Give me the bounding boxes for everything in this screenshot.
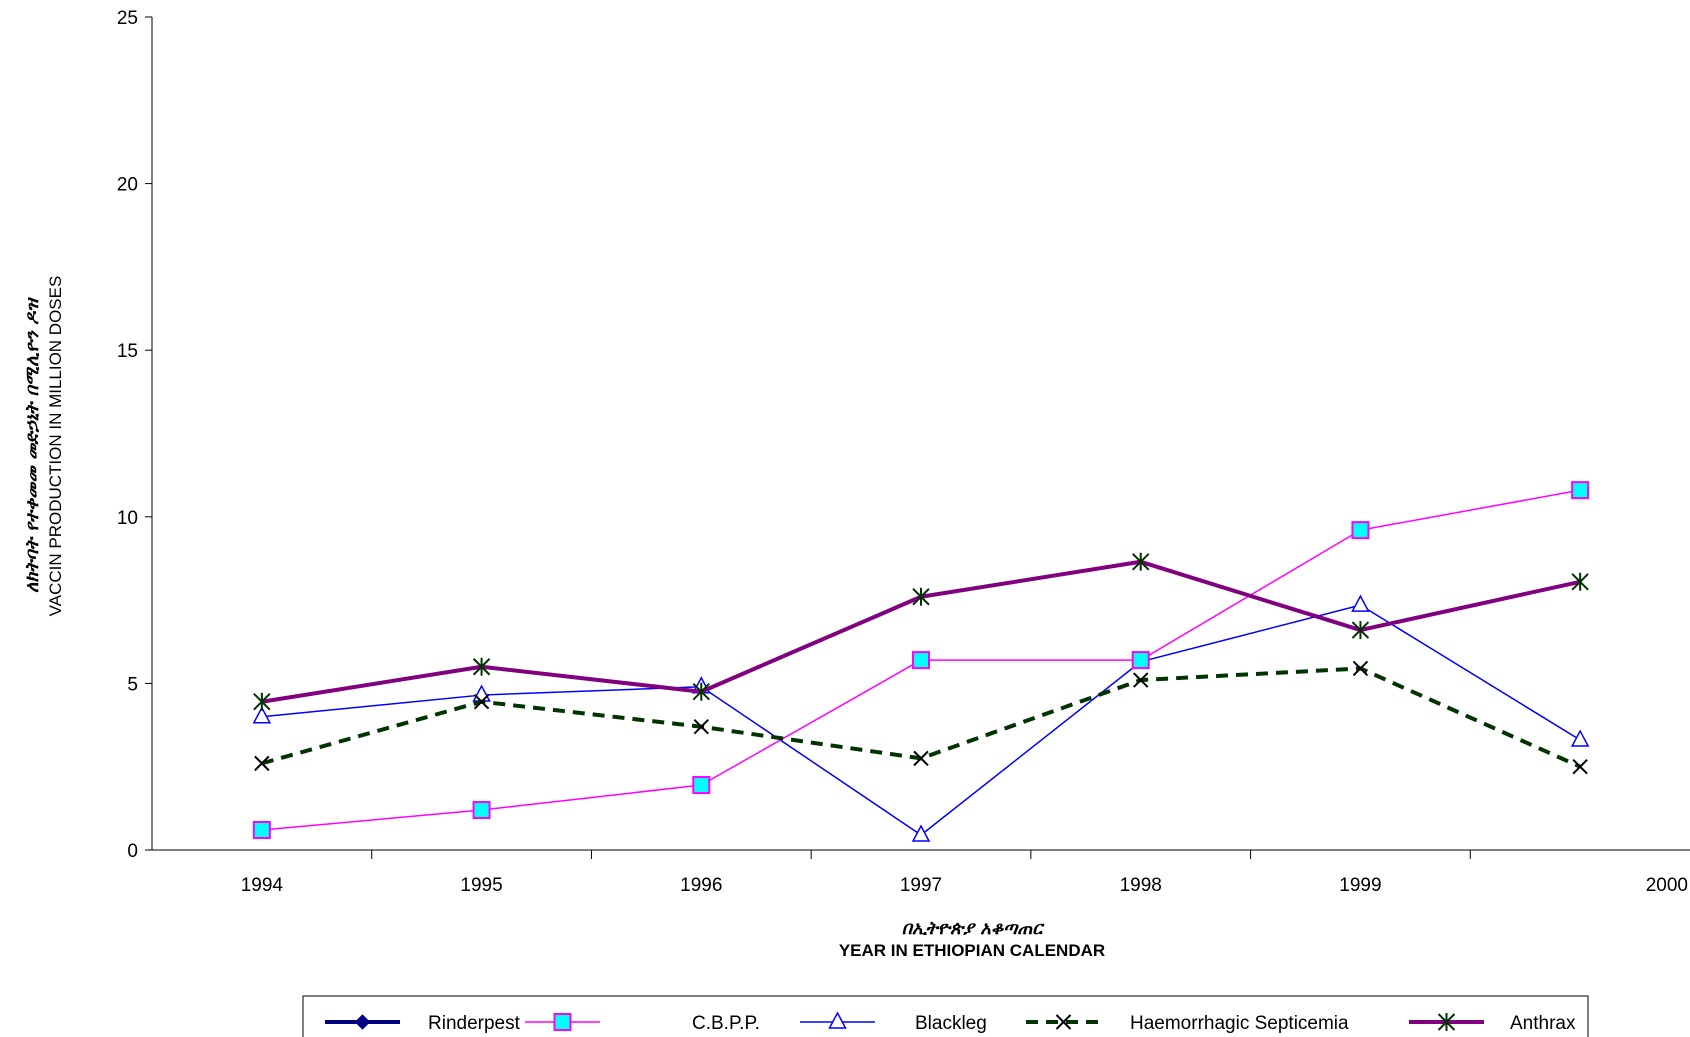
series-blackleg [252,594,1590,842]
series-line [261,604,1581,836]
data-point [1572,758,1588,775]
data-point [1351,621,1370,640]
x-tick-label: 1996 [680,875,722,896]
data-point [253,692,271,711]
x-axis-title-amharic: በኢትዮጵያ አቆጣጠር [902,918,1046,939]
x-tick-label: 2000 [1646,875,1688,896]
data-point [1352,660,1369,677]
data-point [913,750,929,767]
series-c-b-p-p [252,481,1590,840]
legend-box [302,995,1589,1037]
data-point [254,755,270,772]
series-line [261,666,1581,769]
data-point [1571,572,1589,591]
data-point [912,651,930,670]
x-tick-label: 1997 [900,875,942,896]
data-point [912,587,930,606]
x-axis-title: YEAR IN ETHIOPIAN CALENDAR [839,941,1105,960]
legend-marker [354,1014,371,1030]
y-tick-label: 25 [117,8,138,29]
legend-label: Anthrax [1510,1013,1576,1034]
data-point [252,706,272,724]
y-tick-label: 20 [117,175,138,196]
data-point [1132,552,1150,571]
y-axis-title-amharic: ለክትባት የተቀመመ መድኃኒት በሚሊዮን ዶዝ [22,297,43,593]
data-point [692,776,711,795]
legend-label: C.B.P.P. [692,1013,760,1034]
series-line [261,559,1581,704]
series-anthrax [253,552,1589,711]
legend-marker [828,1011,847,1029]
data-point [472,801,491,820]
data-point [473,694,490,710]
data-point [1131,651,1150,670]
legend-marker [1055,1014,1072,1030]
data-point [1351,594,1370,612]
legend-item-rinderpest: Rinderpest [325,1013,521,1034]
y-axis-ticks: 0 5 10 15 20 25 [117,8,152,862]
data-point [1571,481,1590,500]
y-tick-label: 0 [127,841,138,862]
data-point [472,657,491,676]
legend-item-anthrax: Anthrax [1409,1013,1576,1034]
data-point [911,824,931,842]
plot-area [151,17,1690,851]
data-point [693,719,709,735]
data-point [1570,729,1590,747]
legend-label: Rinderpest [428,1013,521,1034]
series-layer [252,481,1590,842]
legend: Rinderpest C.B.P.P. Blackleg Haemorrhagic S… [302,995,1589,1037]
y-tick-label: 10 [117,508,138,529]
x-tick-label: 1998 [1120,875,1162,896]
legend-item-haemorrhagic-septicemia: Haemorrhagic Septicemia [1026,1013,1349,1034]
legend-marker [1437,1013,1456,1031]
y-tick-label: 15 [117,341,138,362]
data-point [1133,672,1149,688]
legend-item-c-b-p-p: C.B.P.P. [525,1013,760,1034]
y-axis-title: VACCIN PRODUCTION IN MILLION DOSES [46,276,65,617]
legend-item-blackleg: Blackleg [800,1011,987,1034]
x-tick-label: 1994 [241,875,284,896]
data-point [252,821,271,840]
legend-label: Haemorrhagic Septicemia [1130,1013,1349,1034]
x-tick-label: 1995 [460,875,502,896]
legend-marker [553,1013,572,1031]
legend-label: Blackleg [915,1013,987,1034]
x-tick-label: 1999 [1339,875,1381,896]
data-point [472,684,491,702]
series-haemorrhagic-septicemia [254,660,1588,775]
y-tick-label: 5 [127,674,138,695]
data-point [1351,521,1370,540]
x-axis-ticks: 1994 1995 1996 1997 1998 1999 2000 [241,850,1688,896]
data-point [692,682,710,701]
